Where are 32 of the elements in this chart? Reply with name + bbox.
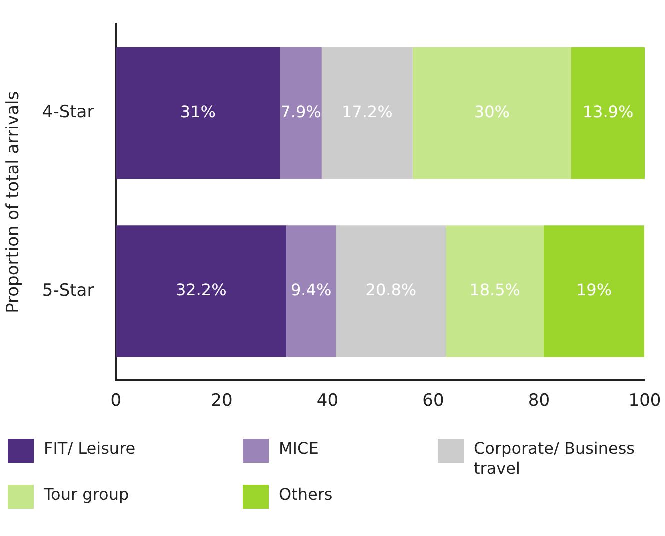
bar xyxy=(412,47,572,180)
data-label: 7.9% xyxy=(280,102,322,122)
data-label: 31% xyxy=(180,102,216,122)
legend-label: Corporate/ Business travel xyxy=(474,439,636,479)
bar xyxy=(116,47,280,180)
data-label: 18.5% xyxy=(470,280,521,300)
legend-label: Others xyxy=(279,485,333,505)
bar xyxy=(336,226,446,358)
bar xyxy=(116,226,286,358)
bar xyxy=(286,226,336,358)
x-tick-label: 100 xyxy=(628,391,662,412)
bar xyxy=(280,47,322,180)
data-label: 32.2% xyxy=(176,280,227,300)
legend-label: Tour group xyxy=(44,485,130,505)
bar xyxy=(544,226,644,358)
y-tick-label: 4-Star xyxy=(42,102,94,123)
bar xyxy=(572,47,645,180)
x-tick-label: 40 xyxy=(316,391,339,412)
x-tick-label: 60 xyxy=(422,391,444,412)
legend-label: FIT/ Leisure xyxy=(44,439,136,459)
bar xyxy=(322,47,413,180)
legend-label: MICE xyxy=(279,439,319,459)
x-tick-label: 0 xyxy=(110,391,122,412)
x-tick-label: 80 xyxy=(528,391,550,412)
data-label: 9.4% xyxy=(291,280,332,300)
data-label: 13.9% xyxy=(582,102,634,122)
y-axis-title: Proportion of total arrivals xyxy=(4,91,24,314)
bar xyxy=(446,226,544,358)
data-label: 19% xyxy=(576,280,612,300)
data-label: 30% xyxy=(474,102,510,122)
x-tick-label: 20 xyxy=(211,391,233,412)
y-tick-label: 5-Star xyxy=(42,280,94,301)
